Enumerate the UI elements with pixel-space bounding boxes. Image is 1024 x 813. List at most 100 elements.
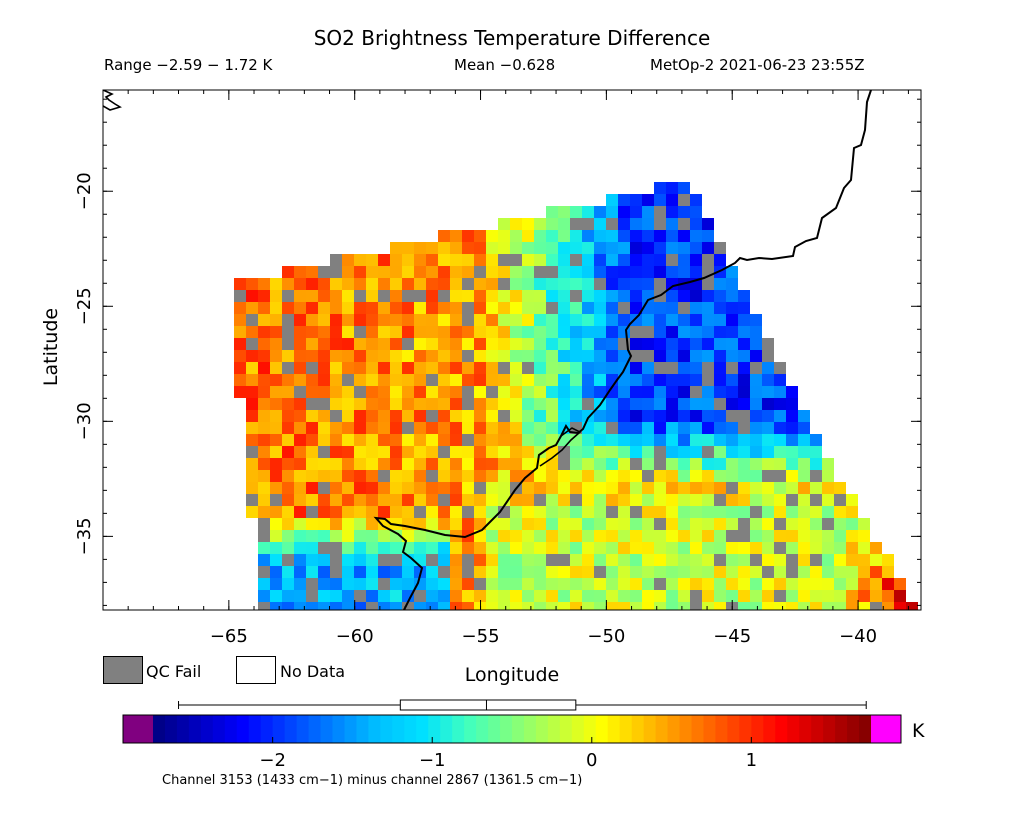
swath-pixel — [594, 506, 606, 518]
swath-pixel — [678, 398, 690, 410]
swath-pixel — [294, 542, 306, 554]
swath-pixel — [498, 350, 510, 362]
swath-pixel — [510, 518, 522, 530]
swath-pixel — [690, 470, 702, 482]
swath-pixel — [654, 398, 666, 410]
swath-pixel — [246, 302, 258, 314]
swath-pixel — [378, 422, 390, 434]
swath-pixel — [762, 422, 774, 434]
swath-pixel — [414, 386, 426, 398]
swath-pixel — [666, 434, 678, 446]
swath-pixel — [570, 590, 582, 602]
swath-pixel — [354, 278, 366, 290]
colorbar-segment — [368, 715, 381, 743]
swath-pixel — [558, 314, 570, 326]
swath-pixel — [630, 230, 642, 242]
swath-pixel — [594, 602, 606, 610]
swath-pixel — [402, 314, 414, 326]
swath-pixel — [786, 590, 798, 602]
swath-pixel — [774, 398, 786, 410]
swath-pixel — [558, 350, 570, 362]
swath-pixel — [726, 314, 738, 326]
swath-pixel — [678, 446, 690, 458]
swath-pixel — [378, 434, 390, 446]
swath-pixel — [750, 362, 762, 374]
swath-pixel — [630, 458, 642, 470]
swath-pixel — [618, 470, 630, 482]
swath-pixel — [354, 602, 366, 610]
swath-pixel — [498, 482, 510, 494]
swath-pixel — [834, 566, 846, 578]
swath-pixel — [558, 602, 570, 610]
colorbar-segment — [799, 715, 812, 743]
swath-pixel — [654, 230, 666, 242]
swath-pixel — [642, 470, 654, 482]
swath-pixel — [270, 470, 282, 482]
swath-pixel — [294, 434, 306, 446]
swath-pixel — [738, 386, 750, 398]
swath-pixel — [618, 578, 630, 590]
swath-pixel — [258, 422, 270, 434]
swath-pixel — [858, 566, 870, 578]
swath-pixel — [666, 374, 678, 386]
swath-pixel — [678, 506, 690, 518]
swath-pixel — [774, 362, 786, 374]
swath-pixel — [738, 410, 750, 422]
swath-pixel — [498, 386, 510, 398]
swath-pixel — [702, 530, 714, 542]
swath-pixel — [726, 350, 738, 362]
swath-pixel — [798, 410, 810, 422]
swath-pixel — [246, 350, 258, 362]
swath-pixel — [678, 350, 690, 362]
swath-pixel — [426, 374, 438, 386]
swath-pixel — [414, 314, 426, 326]
swath-pixel — [414, 242, 426, 254]
swath-pixel — [390, 386, 402, 398]
swath-pixel — [762, 566, 774, 578]
swath-pixel — [606, 458, 618, 470]
swath-pixel — [630, 542, 642, 554]
swath-pixel — [630, 506, 642, 518]
swath-pixel — [390, 242, 402, 254]
swath-pixel — [606, 470, 618, 482]
swath-pixel — [702, 278, 714, 290]
swath-pixel — [330, 542, 342, 554]
swath-pixel — [498, 578, 510, 590]
swath-pixel — [366, 458, 378, 470]
swath-pixel — [330, 326, 342, 338]
swath-pixel — [618, 230, 630, 242]
swath-pixel — [282, 374, 294, 386]
coastline-path — [373, 90, 872, 610]
swath-pixel — [438, 290, 450, 302]
swath-pixel — [402, 566, 414, 578]
swath-pixel — [318, 482, 330, 494]
swath-pixel — [678, 494, 690, 506]
swath-pixel — [306, 458, 318, 470]
x-tick-label: −60 — [336, 626, 374, 647]
swath-pixel — [294, 482, 306, 494]
swath-pixel — [498, 254, 510, 266]
swath-pixel — [534, 470, 546, 482]
swath-pixel — [786, 530, 798, 542]
swath-pixel — [270, 314, 282, 326]
swath-pixel — [618, 590, 630, 602]
swath-pixel — [426, 506, 438, 518]
swath-pixel — [294, 470, 306, 482]
swath-pixel — [558, 302, 570, 314]
swath-pixel — [246, 362, 258, 374]
swath-pixel — [726, 590, 738, 602]
swath-pixel — [258, 530, 270, 542]
swath-pixel — [402, 470, 414, 482]
swath-pixel — [630, 386, 642, 398]
colorbar-segment — [296, 715, 310, 743]
swath-pixel — [630, 350, 642, 362]
swath-pixel — [486, 410, 498, 422]
swath-pixel — [702, 518, 714, 530]
swath-pixel — [642, 530, 654, 542]
swath-pixel — [390, 506, 402, 518]
swath-pixel — [534, 230, 546, 242]
x-axis-label: Longitude — [464, 664, 560, 686]
swath-pixel — [774, 434, 786, 446]
swath-pixel — [570, 266, 582, 278]
swath-pixel — [810, 566, 822, 578]
